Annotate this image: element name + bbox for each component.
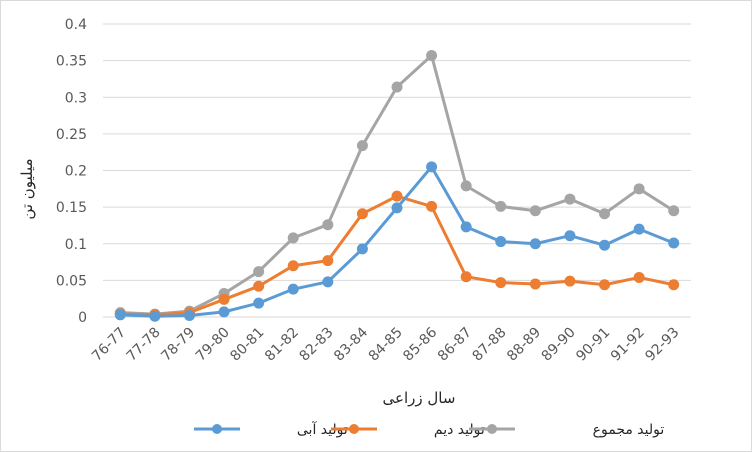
data-point xyxy=(599,208,611,220)
x-tick-label: 83-84 xyxy=(331,324,371,364)
x-axis-ticks: 76-7777-7878-7979-8080-8181-8282-8383-84… xyxy=(89,324,682,364)
data-point xyxy=(668,279,680,291)
data-point xyxy=(356,243,368,255)
data-point xyxy=(218,293,230,305)
data-point xyxy=(529,278,541,290)
legend-item: تولید دیم xyxy=(331,422,485,438)
y-axis-ticks: 0 0.05 0.1 0.15 0.2 0.25 0.3 0.35 0.4 xyxy=(56,17,87,326)
data-point xyxy=(495,277,507,289)
data-point xyxy=(322,276,334,288)
data-point xyxy=(529,205,541,217)
y-tick-label: 0.4 xyxy=(65,17,87,33)
x-tick-label: 77-78 xyxy=(124,325,164,365)
data-point xyxy=(114,309,126,321)
series-layer xyxy=(114,49,680,322)
y-tick-label: 0 xyxy=(78,310,87,326)
y-tick-label: 0.15 xyxy=(56,200,87,216)
data-point xyxy=(564,275,576,287)
legend-swatch-marker xyxy=(487,424,497,434)
series-0 xyxy=(114,161,680,322)
x-tick-label: 80-81 xyxy=(227,325,267,365)
series-1 xyxy=(114,190,680,321)
x-tick-label: 82-83 xyxy=(297,325,337,365)
data-point xyxy=(495,200,507,212)
y-tick-label: 0.2 xyxy=(65,164,87,180)
legend-swatch-marker xyxy=(349,424,359,434)
x-tick-label: 76-77 xyxy=(89,325,129,365)
legend-label: تولید دیم xyxy=(434,422,485,438)
data-point xyxy=(460,180,472,192)
data-point xyxy=(287,232,299,244)
series-line xyxy=(120,53,675,316)
data-point xyxy=(391,190,403,202)
data-point xyxy=(253,280,265,292)
data-point xyxy=(564,230,576,242)
data-point xyxy=(149,310,161,322)
x-tick-label: 87-88 xyxy=(470,325,510,365)
y-tick-label: 0.3 xyxy=(65,90,87,106)
legend-label: تولید آبی xyxy=(297,421,348,438)
data-point xyxy=(599,279,611,291)
x-tick-label: 89-90 xyxy=(539,325,579,365)
data-point xyxy=(633,271,645,283)
series-line xyxy=(120,165,675,318)
data-point xyxy=(599,239,611,251)
y-tick-label: 0.35 xyxy=(56,54,87,70)
legend-item: تولید آبی xyxy=(194,421,348,438)
data-point xyxy=(322,255,334,267)
y-tick-label: 0.1 xyxy=(65,237,87,253)
legend-item: تولید مجموع xyxy=(469,422,664,438)
data-point xyxy=(356,208,368,220)
data-point xyxy=(183,310,195,322)
data-point xyxy=(218,306,230,318)
x-tick-label: 92-93 xyxy=(642,325,682,365)
data-point xyxy=(253,297,265,309)
data-point xyxy=(633,183,645,195)
x-tick-label: 91-92 xyxy=(608,325,648,365)
data-point xyxy=(495,236,507,248)
x-tick-label: 84-85 xyxy=(366,325,406,365)
y-tick-label: 0.05 xyxy=(56,273,87,289)
x-axis-title: سال زراعی xyxy=(383,389,456,407)
data-point xyxy=(668,237,680,249)
x-tick-label: 86-87 xyxy=(435,325,475,365)
data-point xyxy=(391,202,403,214)
data-point xyxy=(633,223,645,235)
y-tick-label: 0.25 xyxy=(56,127,87,143)
x-tick-label: 78-79 xyxy=(158,325,198,365)
data-point xyxy=(356,140,368,152)
x-tick-label: 81-82 xyxy=(262,325,302,365)
data-point xyxy=(287,283,299,295)
data-point xyxy=(253,266,265,278)
data-point xyxy=(460,221,472,233)
data-point xyxy=(668,205,680,217)
data-point xyxy=(426,200,438,212)
x-tick-label: 90-91 xyxy=(573,325,613,365)
y-axis-title: میلیون تن xyxy=(18,158,36,219)
data-point xyxy=(322,219,334,231)
series-2 xyxy=(114,49,680,320)
data-point xyxy=(426,49,438,61)
legend-label: تولید مجموع xyxy=(593,422,665,438)
series-line xyxy=(120,194,675,317)
x-tick-label: 79-80 xyxy=(193,325,233,365)
x-tick-label: 85-86 xyxy=(400,324,440,364)
data-point xyxy=(287,260,299,272)
data-point xyxy=(529,238,541,250)
data-point xyxy=(564,193,576,205)
data-point xyxy=(426,161,438,173)
x-tick-label: 88-89 xyxy=(504,325,544,365)
data-point xyxy=(460,271,472,283)
legend: تولید آبی تولید دیم تولید مجموع xyxy=(194,421,664,438)
data-point xyxy=(391,81,403,93)
legend-swatch-marker xyxy=(212,424,222,434)
